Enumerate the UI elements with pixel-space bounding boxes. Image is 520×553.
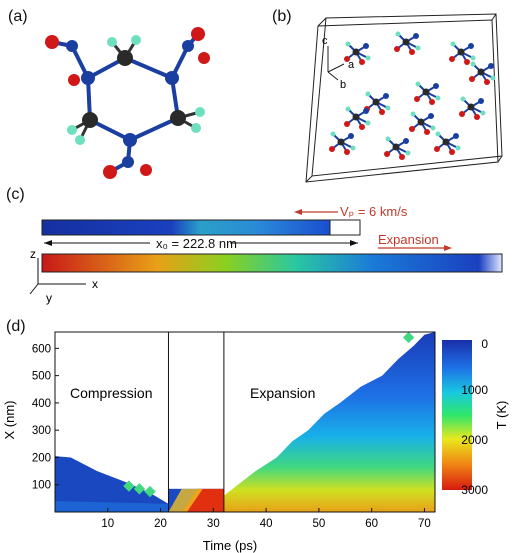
- cell-molecule: [469, 61, 496, 85]
- unit-cell-diagram: c a b: [305, 13, 503, 183]
- colorbar: [442, 340, 472, 490]
- shock-simulation-diagram: Vₚ = 6 km/s x₀ = 222.8 nm Expansion z y …: [29, 204, 503, 305]
- x-tick-label: 10: [101, 518, 114, 530]
- panel-label-b: (b): [272, 8, 292, 25]
- cell-axis-a: a: [348, 59, 355, 71]
- panel-label-a: (a): [8, 8, 28, 25]
- cell-molecule: [459, 96, 486, 120]
- hot-cell: [133, 483, 146, 495]
- x-tick-label: 50: [312, 518, 325, 530]
- cell-molecule: [329, 131, 356, 155]
- y-tick-label: 400: [32, 398, 51, 410]
- panel-label-d: (d): [6, 318, 26, 335]
- sim-axis-z: z: [30, 247, 36, 261]
- cell-molecule: [409, 111, 436, 135]
- x-tick-label: 40: [260, 518, 273, 530]
- y-axis-label: X (nm): [2, 401, 17, 440]
- cell-molecule: [449, 41, 476, 65]
- cell-molecule: [344, 41, 371, 65]
- velocity-label: Vₚ = 6 km/s: [340, 204, 408, 219]
- cell-molecule: [434, 131, 461, 155]
- length-label: x₀ = 222.8 nm: [156, 236, 237, 251]
- y-tick-label: 500: [32, 371, 51, 383]
- cell-molecule: [394, 31, 421, 55]
- cell-axis-b: b: [340, 79, 346, 91]
- x-axis-label: Time (ps): [203, 538, 257, 553]
- molecule-diagram: [45, 27, 210, 179]
- compression-region: [55, 456, 169, 512]
- panel-label-c: (c): [6, 186, 25, 203]
- y-tick-label: 300: [32, 425, 51, 437]
- y-tick-label: 100: [32, 480, 51, 492]
- sim-axis-y: y: [46, 291, 52, 305]
- region-label-expansion: Expansion: [250, 385, 315, 401]
- colorbar-tick-label: 1000: [461, 383, 488, 397]
- colorbar-label: T (K): [494, 401, 509, 430]
- hot-cell: [402, 331, 415, 344]
- x-tick-label: 20: [154, 518, 167, 530]
- y-tick-label: 200: [32, 452, 51, 464]
- hot-cell: [144, 485, 156, 498]
- colorbar-tick-label: 0: [481, 337, 488, 351]
- x-tick-label: 30: [207, 518, 220, 530]
- colorbar-tick-label: 2000: [461, 433, 488, 447]
- sim-axis-x: x: [92, 277, 98, 291]
- cell-axis-c: c: [322, 35, 328, 47]
- expansion-region: [223, 332, 435, 512]
- plot-frame: [54, 331, 436, 513]
- x-tick-label: 60: [365, 518, 378, 530]
- cell-molecule: [414, 81, 441, 105]
- y-tick-label: 600: [32, 343, 51, 355]
- x-tick-label: 70: [418, 518, 431, 530]
- region-label-compression: Compression: [70, 385, 152, 401]
- cell-molecule: [344, 106, 371, 130]
- hot-spot: [181, 488, 224, 512]
- cell-molecule: [384, 136, 411, 160]
- temperature-contour-chart: 0 1000 2000 3000 T (K) Time (ps) X (nm) 10 2…: [2, 331, 509, 553]
- colorbar-tick-label: 3000: [461, 483, 488, 497]
- expansion-label: Expansion: [378, 232, 439, 247]
